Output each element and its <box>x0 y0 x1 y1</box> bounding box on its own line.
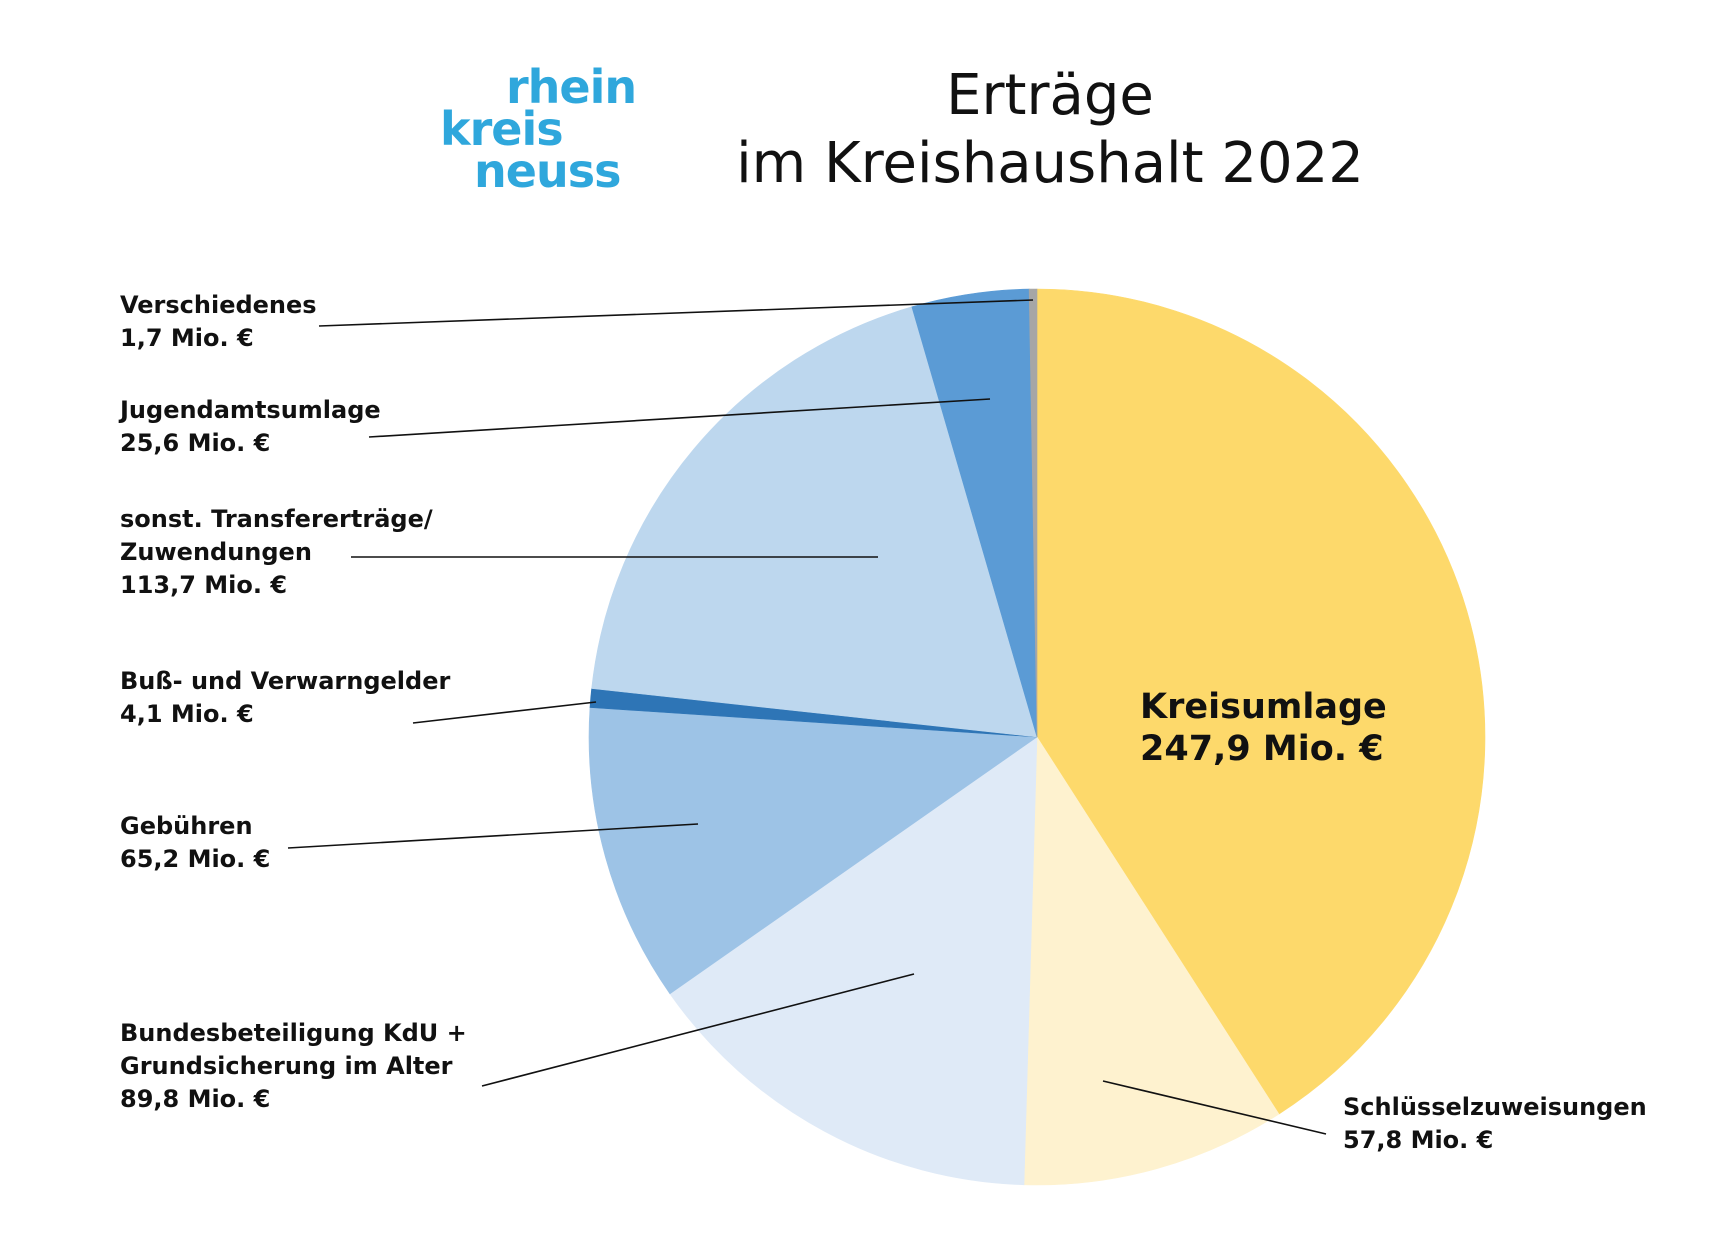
leader-line-verschiedenes <box>318 299 1034 327</box>
label-bussgelder: Buß- und Verwarngelder 4,1 Mio. € <box>120 665 450 731</box>
chart-title-line-1: Erträge <box>946 63 1154 128</box>
label-kreisumlage-name: Kreisumlage <box>1140 687 1387 727</box>
chart-title-line-2: im Kreishaushalt 2022 <box>736 131 1364 196</box>
label-bundesbeteiligung-value: 89,8 Mio. € <box>120 1085 271 1113</box>
label-gebuehren-name: Gebühren <box>120 812 253 840</box>
leader-line-jugendamtsumlage <box>368 398 991 438</box>
label-bussgelder-value: 4,1 Mio. € <box>120 700 254 728</box>
label-gebuehren: Gebühren 65,2 Mio. € <box>120 810 270 876</box>
label-jugendamtsumlage-value: 25,6 Mio. € <box>120 429 271 457</box>
leader-line-schluesselzuweisungen <box>1102 1080 1327 1135</box>
label-transfer-name-line-2: Zuwendungen <box>120 538 312 566</box>
label-verschiedenes-name: Verschiedenes <box>120 291 317 319</box>
leader-line-bundesbeteiligung <box>481 973 915 1087</box>
logo-line-neuss: neuss <box>474 144 621 198</box>
label-transfer: sonst. Transfererträge/ Zuwendungen 113,… <box>120 503 433 602</box>
rhein-kreis-neuss-logo: rhein kreis neuss <box>440 60 640 198</box>
label-bussgelder-name: Buß- und Verwarngelder <box>120 667 451 695</box>
logo-line-kreis: kreis <box>440 102 564 156</box>
label-bundesbeteiligung: Bundesbeteiligung KdU + Grundsicherung i… <box>120 1017 467 1116</box>
leader-line-gebuehren <box>287 823 699 849</box>
label-gebuehren-value: 65,2 Mio. € <box>120 845 271 873</box>
leader-line-bussgelder <box>412 701 597 724</box>
label-schluesselzuweisungen-name: Schlüsselzuweisungen <box>1343 1093 1647 1121</box>
pie-slice-sonst-transferertr-ge-zuwendungen <box>591 306 1038 738</box>
label-jugendamtsumlage: Jugendamtsumlage 25,6 Mio. € <box>120 394 381 460</box>
label-transfer-name-line-1: sonst. Transfererträge/ <box>120 505 433 533</box>
label-schluesselzuweisungen-value: 57,8 Mio. € <box>1343 1126 1494 1154</box>
chart-title: Erträge im Kreishaushalt 2022 <box>700 62 1400 198</box>
pie-slice-kreisumlage <box>1036 288 1486 1115</box>
label-transfer-value: 113,7 Mio. € <box>120 571 288 599</box>
label-verschiedenes-value: 1,7 Mio. € <box>120 324 254 352</box>
label-bundesbeteiligung-name-line-2: Grundsicherung im Alter <box>120 1052 453 1080</box>
logo-line-rhein: rhein <box>506 60 637 114</box>
pie-slices <box>588 288 1486 1186</box>
label-jugendamtsumlage-name: Jugendamtsumlage <box>120 396 381 424</box>
label-kreisumlage: Kreisumlage 247,9 Mio. € <box>1140 686 1387 770</box>
label-verschiedenes: Verschiedenes 1,7 Mio. € <box>120 289 317 355</box>
pie-slice-verschiedenes <box>1028 288 1038 738</box>
pie-slice-gebuehren <box>588 707 1038 995</box>
label-bundesbeteiligung-name-line-1: Bundesbeteiligung KdU + <box>120 1019 467 1047</box>
label-kreisumlage-value: 247,9 Mio. € <box>1140 729 1384 769</box>
leader-lines <box>287 299 1327 1135</box>
label-schluesselzuweisungen: Schlüsselzuweisungen 57,8 Mio. € <box>1343 1091 1647 1157</box>
pie-slice-schluesselzuweisungen <box>1023 736 1280 1186</box>
